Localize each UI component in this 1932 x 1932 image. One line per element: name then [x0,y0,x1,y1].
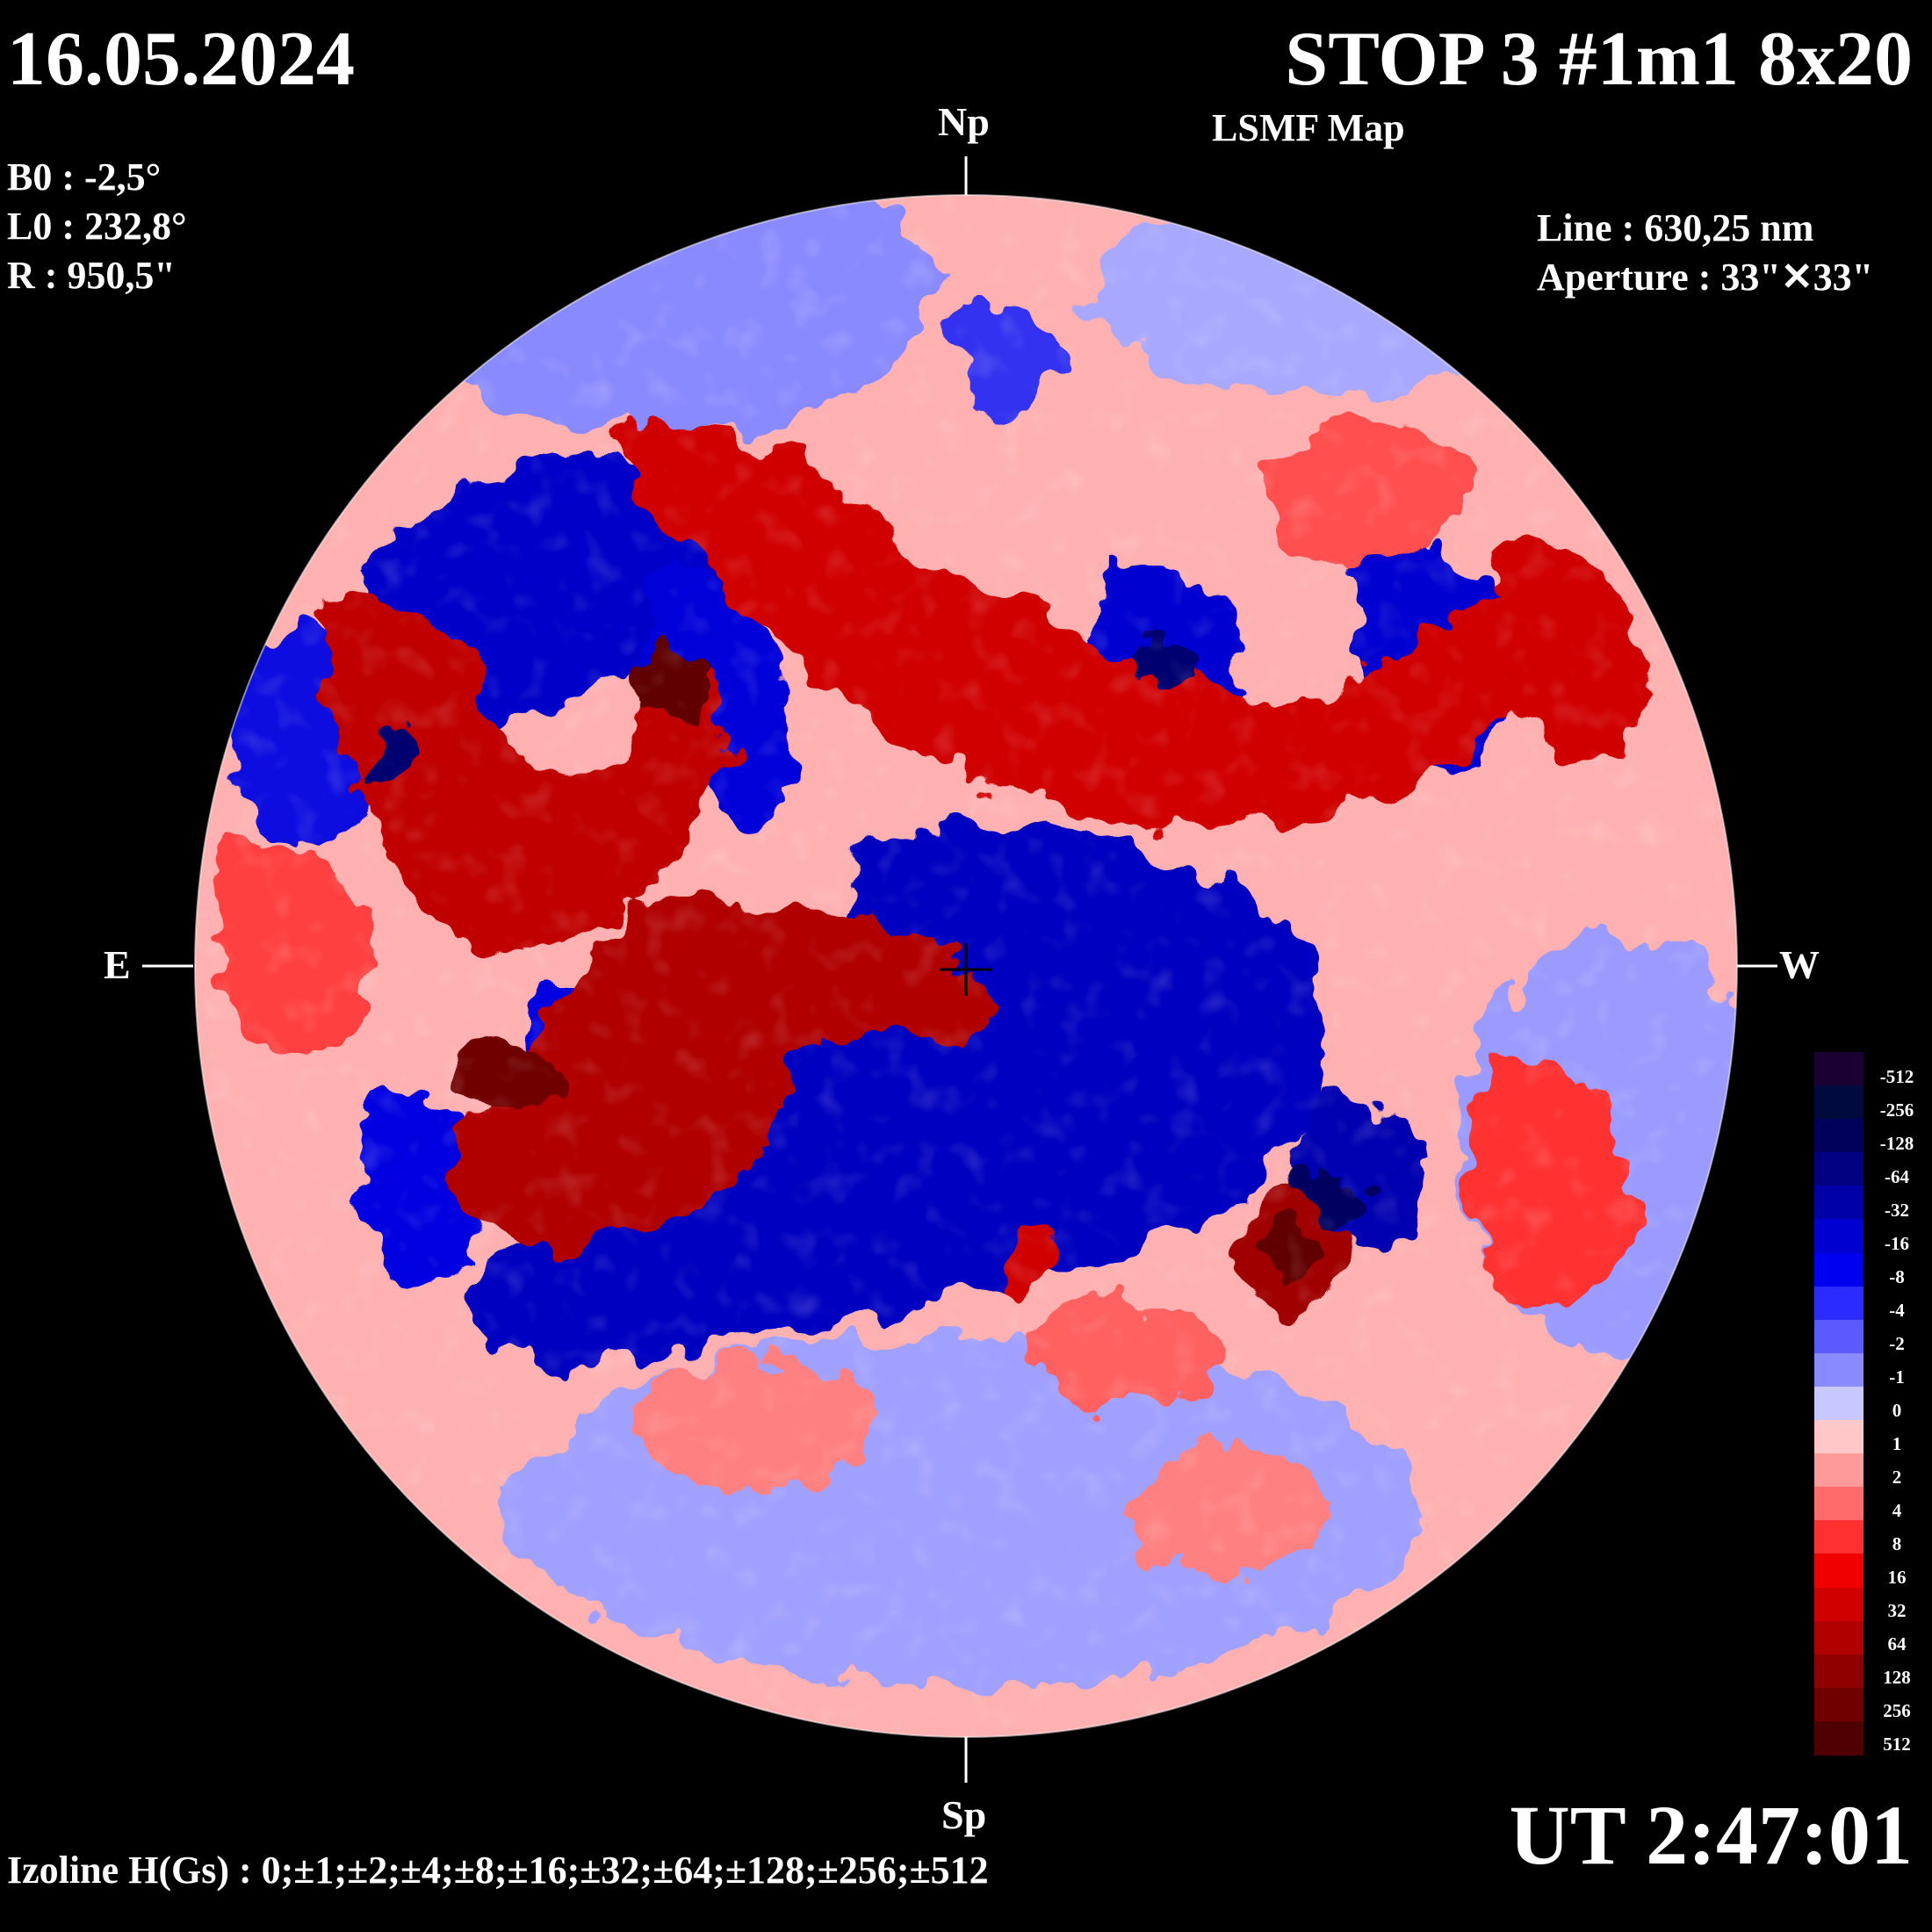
legend-swatch [1814,1186,1864,1221]
legend-swatch [1814,1319,1864,1354]
legend-label: 1 [1892,1433,1902,1454]
spectral-line: Line : 630,25 nm [1537,206,1814,249]
radius-parameter: R : 950,5" [7,254,176,297]
legend-label: 256 [1883,1700,1911,1721]
map-subtitle: LSMF Map [1212,106,1405,149]
legend-label: -32 [1885,1200,1909,1221]
legend-label: 8 [1892,1533,1902,1554]
b0-parameter: B0 : -2,5° [7,155,162,198]
legend-label: -128 [1879,1133,1914,1154]
east-label: E [104,942,131,987]
legend-swatch [1814,1554,1864,1589]
legend-label: 2 [1892,1467,1902,1488]
legend-swatch [1814,1286,1864,1321]
aperture-value: Aperture : 33"✕33" [1537,256,1874,299]
legend-label: -1 [1889,1366,1905,1388]
south-pole-label: Sp [941,1792,987,1837]
legend-swatch [1814,1152,1864,1187]
legend-label: 16 [1887,1567,1907,1588]
observation-date: 16.05.2024 [7,17,355,102]
map-title: STOP 3 #1m1 8x20 [1285,17,1913,102]
legend-swatch [1814,1252,1864,1287]
legend-label: -256 [1879,1099,1914,1121]
ut-time: UT 2:47:01 [1509,1788,1913,1882]
legend-label: 64 [1887,1633,1907,1654]
color-legend-bar [1814,1052,1864,1755]
legend-swatch [1814,1052,1864,1087]
legend-label: 32 [1887,1600,1907,1621]
izoline-levels: Izoline H(Gs) : 0;±1;±2;±4;±8;±16;±32;±6… [7,1849,989,1892]
legend-swatch [1814,1587,1864,1622]
legend-label: -2 [1889,1333,1905,1354]
solar-disk [195,195,1737,1737]
legend-swatch [1814,1487,1864,1522]
legend-swatch [1814,1654,1864,1689]
legend-label: 0 [1892,1400,1902,1421]
legend-label: -64 [1885,1166,1909,1187]
legend-swatch [1814,1620,1864,1655]
legend-label: -16 [1885,1233,1909,1254]
legend-swatch [1814,1386,1864,1422]
legend-swatch [1814,1119,1864,1154]
legend-swatch [1814,1352,1864,1388]
legend-swatch [1814,1219,1864,1254]
north-pole-label: Np [938,99,990,144]
legend-swatch [1814,1720,1864,1755]
legend-label: 128 [1883,1667,1911,1688]
legend-swatch [1814,1453,1864,1489]
legend-swatch [1814,1687,1864,1722]
legend-label: 4 [1892,1500,1902,1521]
legend-swatch [1814,1420,1864,1455]
legend-label: -512 [1879,1066,1914,1087]
legend-swatch [1814,1085,1864,1121]
l0-parameter: L0 : 232,8° [7,205,187,248]
west-label: W [1779,942,1820,987]
legend-label: -8 [1889,1266,1905,1287]
legend-swatch [1814,1520,1864,1555]
legend-label: 512 [1883,1734,1911,1755]
legend-label: -4 [1889,1300,1905,1321]
